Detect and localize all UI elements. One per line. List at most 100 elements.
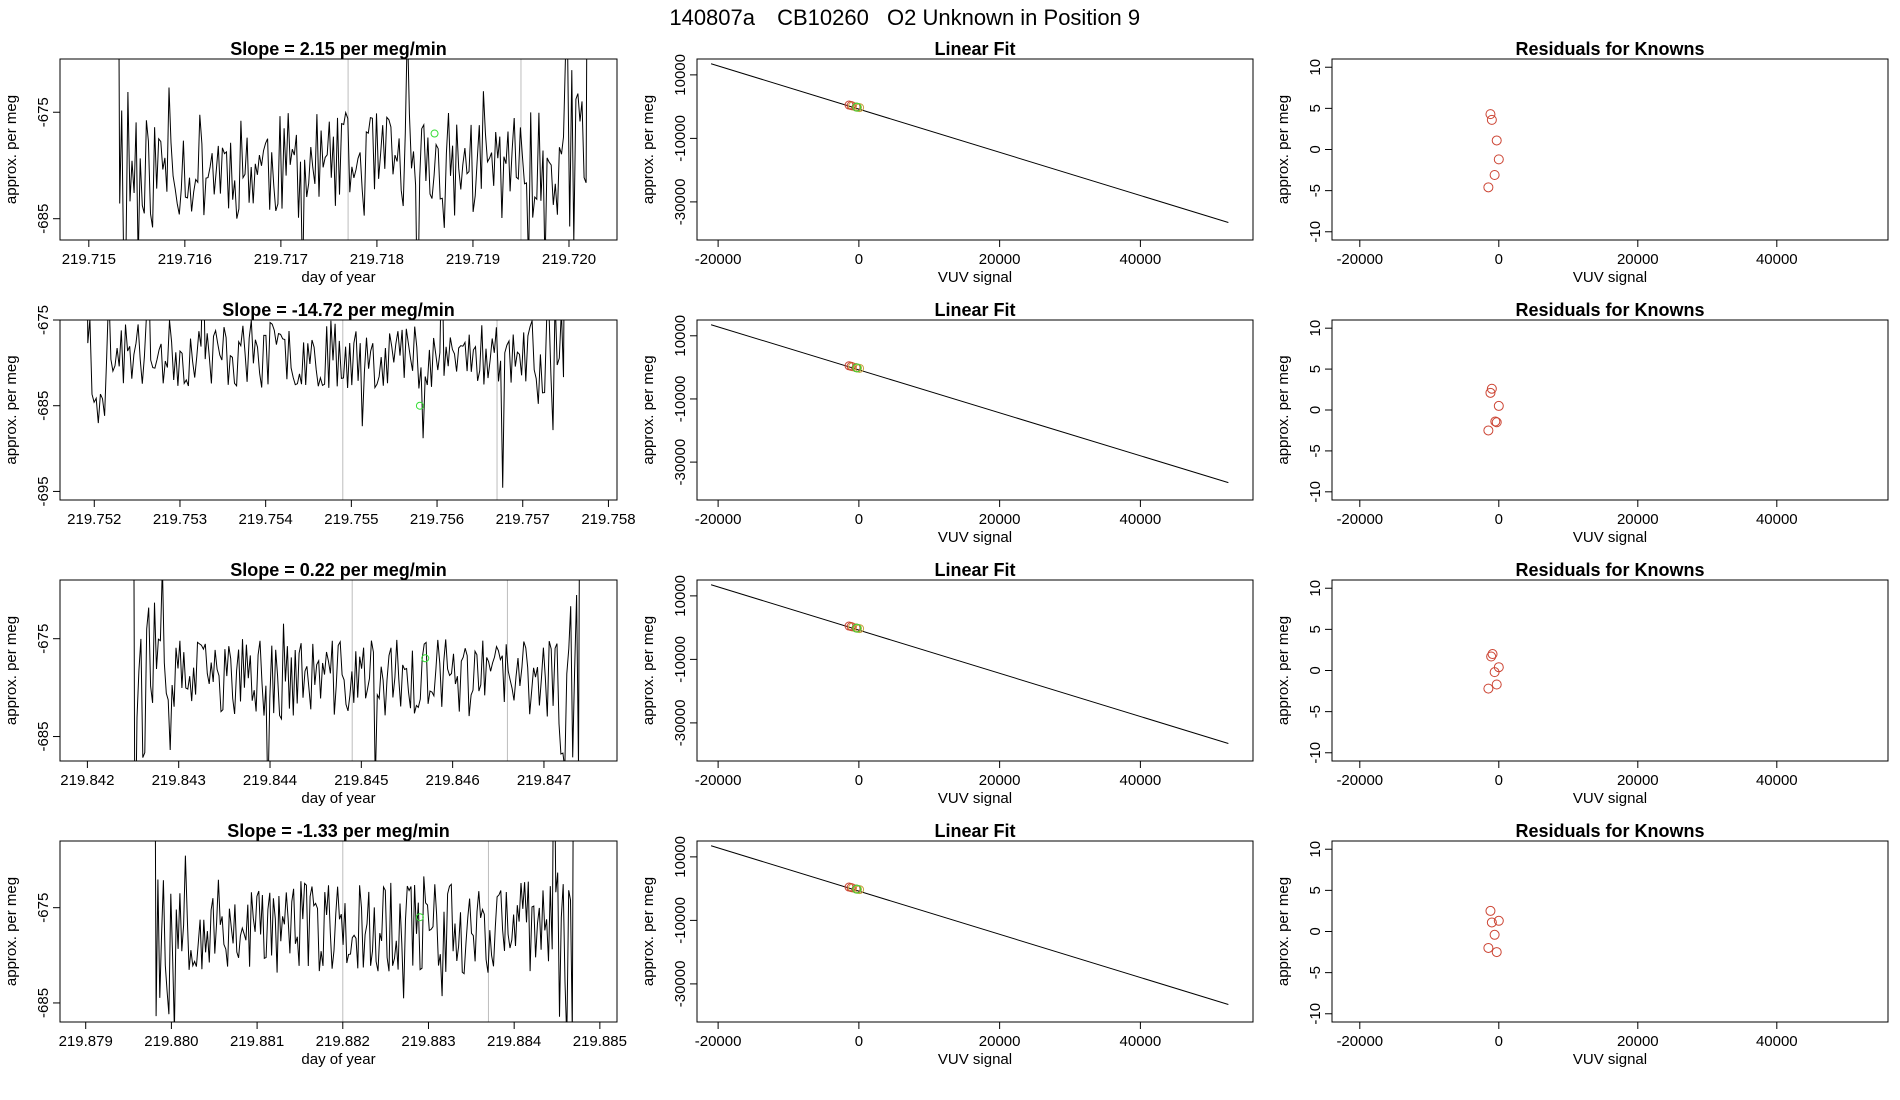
x-tick-label: 219.752 — [67, 511, 121, 528]
y-tick-label: 0 — [1307, 927, 1324, 935]
y-tick-label: -685 — [35, 722, 52, 752]
x-tick-label: 40000 — [1756, 511, 1798, 528]
x-tick-label: 40000 — [1120, 772, 1162, 789]
y-tick-label: -10000 — [672, 376, 689, 423]
x-tick-label: 40000 — [1120, 1033, 1162, 1050]
x-tick-label: 219.879 — [59, 1033, 113, 1050]
panel-time-series-row4: 219.879 219.880 219.881 219.882 219.883 219.8… — [3, 821, 627, 1068]
y-tick-label: 10 — [1307, 580, 1324, 597]
x-tick-label: -20000 — [1336, 1033, 1383, 1050]
data-point — [1491, 679, 1502, 690]
x-tick-label: 219.755 — [324, 511, 378, 528]
panel-linear-fit-row3: -20000 0 20000 40000 -30000 -10000 10000 Linear… — [640, 560, 1254, 807]
x-tick-label: 219.753 — [153, 511, 207, 528]
data-point — [1490, 416, 1501, 427]
x-tick-label: 219.884 — [487, 1033, 541, 1050]
y-tick-label: -685 — [35, 391, 52, 421]
y-axis-label: approx. per meg — [1275, 95, 1292, 204]
panel-residuals-row1-title: Residuals for Knowns — [1515, 39, 1704, 59]
y-tick-label: -675 — [35, 893, 52, 923]
data-point — [1485, 387, 1496, 398]
data-point — [1485, 905, 1496, 916]
panel-time-series-row4-plot-area — [154, 841, 574, 1022]
x-tick-label: 0 — [1495, 511, 1503, 528]
panel-linear-fit-row1: -20000 0 20000 40000 -30000 -10000 10000 Linear… — [640, 39, 1254, 286]
x-tick-label: 219.718 — [350, 251, 404, 268]
panel-linear-fit-row2-plot-area — [710, 324, 1229, 484]
y-axis-label: approx. per meg — [640, 877, 657, 986]
x-tick-label: 40000 — [1756, 772, 1798, 789]
panel-time-series-row2: 219.752 219.753 219.754 219.755 219.756 219.7… — [3, 300, 636, 528]
y-axis-label: approx. per meg — [3, 616, 20, 725]
x-tick-label: 219.881 — [230, 1033, 284, 1050]
signal-trace — [87, 320, 565, 488]
y-tick-label: -5 — [1307, 705, 1324, 718]
y-tick-label: 10000 — [672, 54, 689, 96]
x-tick-label: 219.882 — [316, 1033, 370, 1050]
panel-residuals-row1-frame — [1331, 58, 1889, 241]
data-point — [1493, 154, 1504, 165]
panel-residuals-row1: -20000 0 20000 40000 -10 -5 0 5 10 Residuals for … — [1275, 39, 1889, 286]
x-tick-label: 40000 — [1120, 511, 1162, 528]
panel-linear-fit-row4-title: Linear Fit — [934, 821, 1015, 841]
panel-linear-fit-row4-plot-area — [710, 845, 1229, 1006]
x-tick-label: 219.717 — [254, 251, 308, 268]
x-tick-label: 20000 — [1617, 251, 1659, 268]
x-tick-label: 219.754 — [239, 511, 293, 528]
x-tick-label: 0 — [1495, 772, 1503, 789]
x-tick-label: -20000 — [1336, 251, 1383, 268]
x-tick-label: 219.880 — [144, 1033, 198, 1050]
unknown-mean-marker — [421, 654, 430, 663]
data-point — [1483, 942, 1494, 953]
panel-time-series-row3-title: Slope = 0.22 per meg/min — [230, 560, 447, 580]
x-tick-label: 20000 — [979, 1033, 1021, 1050]
data-point — [846, 101, 856, 111]
y-tick-label: -10000 — [672, 636, 689, 683]
y-tick-label: -5 — [1307, 184, 1324, 197]
panel-residuals-row2-title: Residuals for Knowns — [1515, 300, 1704, 320]
y-tick-label: -685 — [35, 988, 52, 1018]
y-tick-label: 10000 — [672, 836, 689, 878]
data-point — [1483, 683, 1494, 694]
data-point — [1487, 649, 1498, 660]
y-tick-label: -5 — [1307, 966, 1324, 979]
figure-title-run: 140807a — [669, 5, 755, 30]
unknown-point — [852, 884, 862, 894]
y-tick-label: 0 — [1307, 666, 1324, 674]
x-tick-label: 0 — [855, 772, 863, 789]
y-axis-label: approx. per meg — [1275, 877, 1292, 986]
y-tick-label: -10 — [1307, 481, 1324, 503]
panel-linear-fit-row4-frame — [696, 840, 1254, 1023]
y-axis-label: approx. per meg — [640, 355, 657, 464]
x-axis-label: VUV signal — [1573, 790, 1647, 807]
data-point — [1491, 135, 1502, 146]
y-axis-label: approx. per meg — [3, 877, 20, 986]
y-tick-label: -675 — [35, 305, 52, 335]
panel-time-series-row1-frame — [59, 58, 618, 241]
fit-line — [710, 63, 1229, 224]
signal-trace — [118, 59, 588, 240]
x-tick-label: 20000 — [979, 772, 1021, 789]
y-tick-label: -5 — [1307, 444, 1324, 457]
panel-time-series-row3: 219.842 219.843 219.844 219.845 219.846 219.8… — [3, 560, 618, 807]
x-tick-label: 219.885 — [573, 1033, 627, 1050]
panel-time-series-row2-frame — [59, 319, 618, 501]
data-point — [846, 883, 856, 893]
x-tick-label: -20000 — [695, 1033, 742, 1050]
panel-linear-fit-row1-plot-area — [710, 63, 1229, 224]
data-point — [846, 622, 856, 632]
x-tick-label: 219.845 — [334, 772, 388, 789]
panel-linear-fit-row1-title: Linear Fit — [934, 39, 1015, 59]
unknown-mean-marker — [430, 129, 439, 138]
data-point — [1486, 114, 1497, 125]
figure-title-tank: CB10260 — [777, 5, 869, 30]
fit-line — [710, 584, 1229, 745]
y-axis-label: approx. per meg — [1275, 355, 1292, 464]
y-axis-label: approx. per meg — [3, 95, 20, 204]
panel-time-series-row2-plot-area — [87, 320, 565, 500]
data-point — [1486, 383, 1497, 394]
x-tick-label: 219.716 — [158, 251, 212, 268]
x-axis-label: VUV signal — [938, 790, 1012, 807]
panel-residuals-row1-plot-area — [1483, 109, 1504, 193]
panel-time-series-row3-plot-area — [133, 580, 580, 761]
